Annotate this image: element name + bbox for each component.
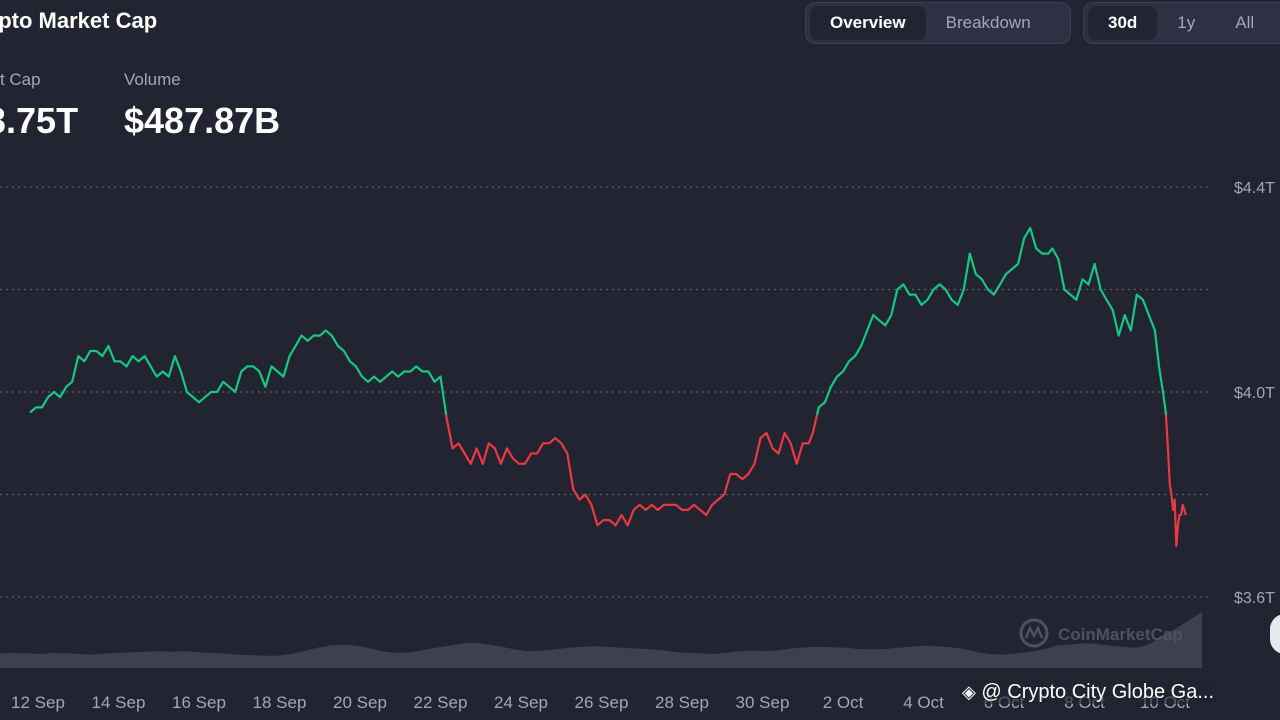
y-axis-labels: $4.4T $4.0T $3.6T xyxy=(1234,180,1275,607)
coinmarketcap-watermark: CoinMarketCap xyxy=(1019,618,1183,648)
view-toggle: Overview Breakdown xyxy=(805,2,1071,44)
scroll-handle[interactable] xyxy=(1270,614,1280,654)
range-1y-button[interactable]: 1y xyxy=(1177,13,1196,32)
x-tick-label: 20 Sep xyxy=(333,693,387,712)
range-toggle: 30d 1y All xyxy=(1083,2,1280,44)
x-axis-labels: 12 Sep 14 Sep 16 Sep 18 Sep 20 Sep 22 Sep 24 S… xyxy=(11,693,1190,712)
tab-breakdown[interactable]: Breakdown xyxy=(945,13,1031,32)
y-tick-label: $3.6T xyxy=(1234,590,1275,607)
x-tick-label: 14 Sep xyxy=(92,693,146,712)
grid-lines xyxy=(0,186,1212,598)
x-tick-label: 18 Sep xyxy=(253,693,307,712)
volume-area xyxy=(0,612,1202,668)
volume-value: $487.87B xyxy=(124,100,281,141)
x-tick-label: 24 Sep xyxy=(494,693,548,712)
watermark-text: CoinMarketCap xyxy=(1058,625,1183,644)
range-30d-button[interactable]: 30d xyxy=(1088,6,1158,40)
x-tick-label: 2 Oct xyxy=(823,693,864,712)
y-tick-label: $4.0T xyxy=(1234,385,1275,402)
y-tick-label: $4.4T xyxy=(1234,180,1275,197)
footer-credit-text: @ Crypto City Globe Ga... xyxy=(981,681,1215,703)
x-tick-label: 4 Oct xyxy=(903,693,944,712)
market-cap-lines xyxy=(29,226,1187,547)
x-tick-label: 12 Sep xyxy=(11,693,65,712)
x-tick-label: 22 Sep xyxy=(414,693,468,712)
volume-area-path xyxy=(0,612,1202,668)
series-line-up xyxy=(29,329,448,416)
x-tick-label: 28 Sep xyxy=(655,693,709,712)
market-cap-label: ket Cap xyxy=(0,70,41,89)
tab-overview[interactable]: Overview xyxy=(810,6,926,40)
range-all-button[interactable]: All xyxy=(1235,13,1255,32)
x-tick-label: 16 Sep xyxy=(172,693,226,712)
coinmarketcap-logo-icon xyxy=(1019,618,1049,648)
volume-label: Volume xyxy=(124,70,181,89)
page-title: ypto Market Cap xyxy=(0,8,158,33)
x-tick-label: 30 Sep xyxy=(736,693,790,712)
binance-square-icon: ◈ xyxy=(962,682,976,702)
x-tick-label: 26 Sep xyxy=(575,693,629,712)
series-line-down xyxy=(445,414,819,527)
series-line-down xyxy=(1164,415,1187,547)
series-line-up xyxy=(815,226,1168,416)
market-cap-value: 3.75T xyxy=(0,100,79,141)
footer-credit: ◈ @ Crypto City Globe Ga... xyxy=(958,681,1219,704)
